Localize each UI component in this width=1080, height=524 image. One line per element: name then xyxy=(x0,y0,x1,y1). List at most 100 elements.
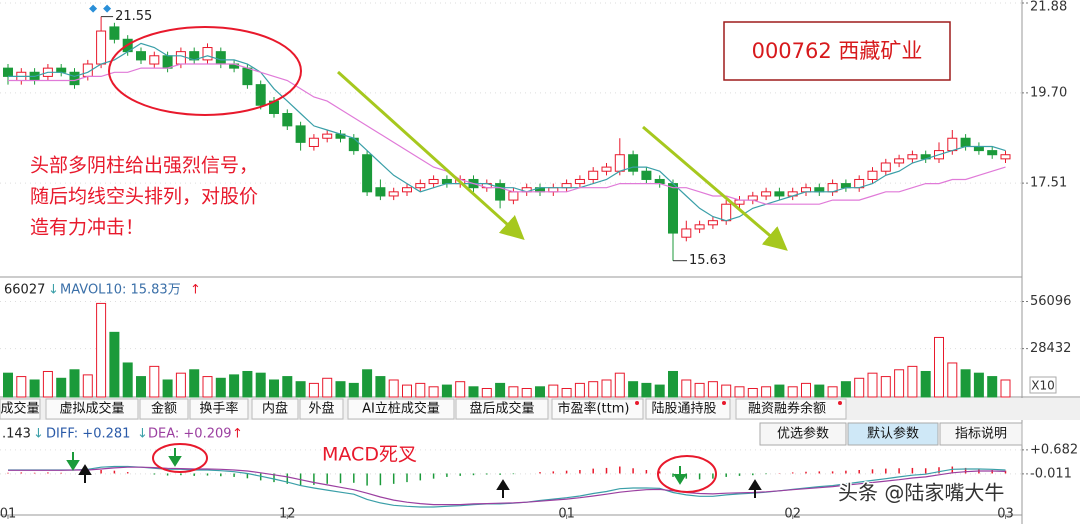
volume-arrow: ↓ xyxy=(48,283,59,298)
stock-label-box xyxy=(723,21,951,81)
candle-body xyxy=(641,170,652,180)
volume-bar xyxy=(668,370,678,398)
tab-label: 市盈率(ttm) xyxy=(557,401,629,417)
volume-bar xyxy=(654,384,665,398)
volume-value: 66027 xyxy=(4,283,45,298)
tab-label: 融资融券余额 xyxy=(748,401,826,417)
macd-arrow: ↓ xyxy=(33,427,44,442)
button-label: 优选参数 xyxy=(777,426,829,442)
trend-arrow xyxy=(336,70,525,241)
tab[interactable] xyxy=(139,398,189,420)
candle-body xyxy=(694,224,705,230)
x-tick-label: 02 xyxy=(784,507,801,522)
volume-bar xyxy=(162,379,173,398)
candle-body xyxy=(308,137,319,147)
trend-arrow xyxy=(642,125,788,251)
highlight-ellipse xyxy=(152,443,208,473)
macd-value: .143 xyxy=(2,427,31,442)
volume-bar xyxy=(973,372,984,398)
volume-bar xyxy=(308,382,319,398)
candle-body xyxy=(588,170,599,180)
dea-arrow: ↑ xyxy=(232,427,243,442)
tab-dot xyxy=(635,401,639,405)
tab-label: AI立桩成交量 xyxy=(362,401,440,417)
diff-arrow: ↓ xyxy=(137,427,148,442)
volume-bar xyxy=(920,370,931,398)
tab-dot xyxy=(722,401,726,405)
annotation: 头部多阴柱给出强烈信号， xyxy=(30,155,258,177)
y-tick-label: -0.011 xyxy=(1030,466,1072,481)
volume-bar xyxy=(335,381,346,398)
tab-label: 金额 xyxy=(151,401,177,417)
signal-arrow-up xyxy=(496,479,510,498)
moving-average xyxy=(8,63,1006,205)
candle-body xyxy=(561,183,572,189)
volume-scale: X10 xyxy=(1031,379,1055,393)
volume-bar xyxy=(827,386,838,398)
mavol-arrow: ↑ xyxy=(190,283,201,298)
volume-bar xyxy=(548,384,559,398)
volume-bar xyxy=(481,387,492,398)
volume-bar xyxy=(734,386,745,398)
volume-bar xyxy=(588,381,599,398)
candle-body xyxy=(202,47,213,61)
button[interactable] xyxy=(847,422,939,446)
candle-body xyxy=(973,145,984,152)
tab[interactable] xyxy=(551,398,644,420)
tab-label: 陆股通持股 xyxy=(651,401,716,417)
peak-marker xyxy=(89,4,112,13)
tab-label: 虚拟成交量 xyxy=(59,401,124,417)
candle-body xyxy=(574,178,585,185)
y-tick-label: 56096 xyxy=(1030,294,1071,309)
x-tick-label: 01 xyxy=(558,507,575,522)
volume-bar xyxy=(867,372,878,398)
candle-body xyxy=(840,183,851,189)
tab[interactable] xyxy=(347,398,455,420)
tab[interactable] xyxy=(735,398,847,420)
tab[interactable] xyxy=(189,398,249,420)
annotation: 造有力冲击！ xyxy=(30,217,144,239)
volume-bar xyxy=(694,382,705,398)
tab[interactable] xyxy=(0,398,41,420)
volume-bar xyxy=(894,369,905,398)
candle-body xyxy=(255,84,266,106)
y-tick-label: 21.88 xyxy=(1030,0,1067,15)
tab-label: 外盘 xyxy=(308,401,334,417)
tab[interactable] xyxy=(299,398,344,420)
volume-bar xyxy=(681,379,692,398)
tab[interactable] xyxy=(45,398,139,420)
volume-bar xyxy=(122,362,133,398)
candle-body xyxy=(348,137,359,152)
button[interactable] xyxy=(939,422,1023,446)
candle-body xyxy=(761,191,772,197)
tab[interactable] xyxy=(645,398,731,420)
volume-bar xyxy=(947,362,958,398)
volume-bar xyxy=(348,382,359,398)
volume-bar xyxy=(1000,379,1011,398)
candle-body xyxy=(428,178,439,185)
volume-bar xyxy=(561,387,572,398)
volume-bar xyxy=(747,387,758,398)
x-tick-label: 01 xyxy=(0,507,16,522)
volume-bar xyxy=(269,379,279,398)
button[interactable] xyxy=(759,422,847,446)
volume-bar xyxy=(814,384,825,398)
button-label: 指标说明 xyxy=(955,427,1007,442)
volume-bar xyxy=(215,377,226,398)
tab[interactable] xyxy=(251,398,299,420)
highlight-ellipse xyxy=(108,26,302,116)
candle-body xyxy=(295,125,306,143)
signal-arrow-up xyxy=(748,479,762,498)
volume-bar xyxy=(880,376,891,398)
volume-bar xyxy=(628,381,639,398)
volume-bar xyxy=(415,382,426,398)
candle-body xyxy=(69,71,80,86)
y-tick-label: 17.51 xyxy=(1030,176,1067,191)
volume-bar xyxy=(774,384,785,398)
volume-bar xyxy=(149,365,160,398)
volume-bar xyxy=(601,379,612,398)
y-tick-label: +0.682 xyxy=(1030,442,1078,457)
tab-label: 内盘 xyxy=(262,401,288,417)
volume-bar xyxy=(229,374,240,398)
tab[interactable] xyxy=(455,398,549,420)
